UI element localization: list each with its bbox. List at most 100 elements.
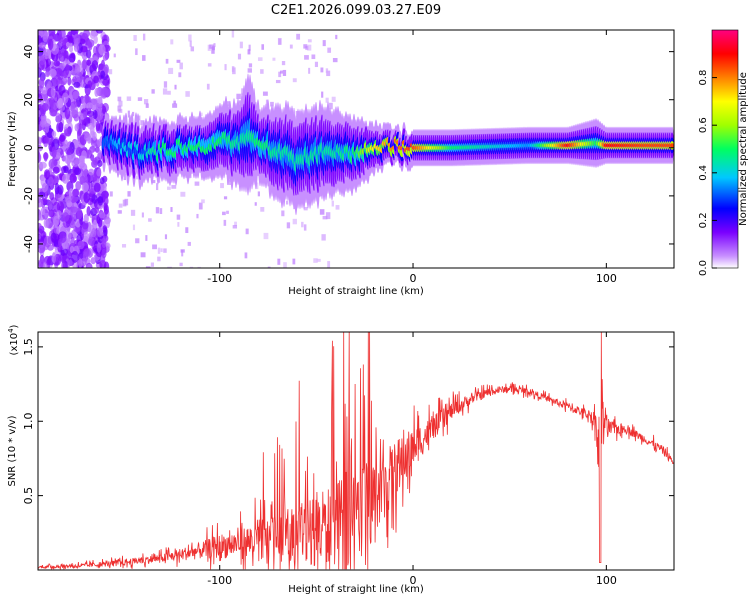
spectrogram-noise-speck xyxy=(88,41,93,51)
spectrogram-noise-speck xyxy=(321,234,326,241)
spectrogram-noise-speck xyxy=(319,209,325,215)
spectrogram-noise-speck xyxy=(117,210,122,214)
spectrogram-noise-speck xyxy=(130,209,136,216)
spectrogram-noise-speck xyxy=(189,266,194,268)
spectrogram-noise-speck xyxy=(99,177,105,185)
spectrogram-noise-speck xyxy=(124,198,129,206)
spectrogram-noise-speck xyxy=(57,98,64,109)
spectrogram-noise-speck xyxy=(303,44,308,49)
spectrogram-noise-speck xyxy=(254,202,257,206)
spectrogram-noise-speck xyxy=(320,67,324,73)
spectrogram-noise-speck xyxy=(58,238,63,247)
spectrogram-frame xyxy=(37,29,675,269)
spectrogram-noise-speck xyxy=(56,69,64,81)
spectrogram-noise-speck xyxy=(101,237,107,249)
spectrogram-noise-speck xyxy=(109,191,113,197)
spectrogram-noise-speck xyxy=(41,182,49,193)
spectrogram-noise-speck xyxy=(43,136,49,144)
spectrogram-noise-speck xyxy=(223,219,227,226)
spectrogram-noise-speck xyxy=(91,60,99,70)
spectrogram-noise-speck xyxy=(127,191,131,197)
spectrogram-noise-speck xyxy=(163,248,167,253)
spectrogram-noise-speck xyxy=(97,159,103,168)
spectrogram-noise-speck xyxy=(135,175,140,180)
spectrogram-noise-speck xyxy=(137,97,143,101)
spectrogram-noise-speck xyxy=(38,55,46,66)
spectrogram-noise-speck xyxy=(262,91,268,96)
snr-scale-base: (x10 xyxy=(9,333,20,356)
spectrogram-noise-speck xyxy=(155,207,160,214)
spectrogram-noise-speck xyxy=(101,190,109,199)
spectrogram-noise-speck xyxy=(48,200,53,211)
spectrogram-noise-speck xyxy=(59,134,66,142)
spectrogram-noise-speck xyxy=(98,63,104,71)
spectrogram-noise-speck xyxy=(140,252,146,258)
spectrogram-noise-speck xyxy=(40,207,46,216)
spectrogram-noise-speck xyxy=(207,63,212,67)
snr-y-label: SNR (10 * v/v) xyxy=(7,415,18,486)
spectrogram-noise-speck xyxy=(94,206,100,214)
snr-y-ticks: 0.5 1.0 1.5 xyxy=(22,338,674,504)
spectrogram-noise-speck xyxy=(64,196,72,203)
spectrogram-noise-speck xyxy=(95,120,101,132)
spectrogram-noise-speck xyxy=(211,47,215,54)
spectrogram-noise-speck xyxy=(213,43,216,48)
spectrogram-noise-speck xyxy=(180,191,186,197)
spectrogram-noise-speck xyxy=(43,48,52,56)
spectrogram-noise-speck xyxy=(126,96,132,101)
spectrogram-noise-speck xyxy=(65,147,74,156)
spectrogram-noise-speck xyxy=(190,46,195,52)
snr-x-ticks: -100 0 100 xyxy=(207,332,617,587)
snr-x-label: Height of straight line (km) xyxy=(288,584,424,595)
spectrogram-noise-speck xyxy=(73,167,81,175)
spectrogram-noise-speck xyxy=(51,130,57,138)
spectrogram-noise-speck xyxy=(71,160,79,167)
spectrogram-noise-speck xyxy=(140,120,145,126)
spectrogram-noise-speck xyxy=(142,33,146,41)
spectrogram-noise-speck xyxy=(275,79,281,84)
spectrogram-noise-speck xyxy=(292,218,297,225)
spectrogram-noise-speck xyxy=(174,84,177,90)
spectrogram-noise-speck xyxy=(138,115,141,121)
colorbar-ticks: 0.0 0.2 0.4 0.6 0.8 xyxy=(698,70,717,276)
spectrogram-noise-speck xyxy=(118,100,123,107)
spectrogram-noise-speck xyxy=(145,266,151,268)
spectrogram-noise-speck xyxy=(82,111,88,119)
spectrogram-noise-speck xyxy=(87,80,93,88)
spectrogram-noise-speck xyxy=(224,64,227,71)
spectrogram-noise-speck xyxy=(157,247,161,254)
spectrogram-noise-speck xyxy=(331,96,336,102)
spectrogram-noise-speck xyxy=(94,87,99,98)
spectrogram-noise-speck xyxy=(100,255,106,264)
spectrogram-noise-speck xyxy=(97,195,104,206)
spectrogram-noise-speck xyxy=(332,58,338,63)
spectrogram-noise-speck xyxy=(39,118,48,128)
spectrogram-noise-speck xyxy=(151,180,156,184)
spectrogram-noise-speck xyxy=(61,92,69,104)
spectrogram-noise-speck xyxy=(261,44,265,50)
spectrogram-noise-speck xyxy=(57,244,63,253)
spectrogram-panel: -100 0 100 -40 -20 0 20 40 Height of straight … xyxy=(7,29,675,297)
spectrogram-noise-speck xyxy=(50,232,57,243)
spectrogram-noise-speck xyxy=(83,248,91,257)
spectrogram-noise-speck xyxy=(170,207,173,212)
spectrogram-y-ticks: -40 -20 0 20 40 xyxy=(22,45,674,253)
spectrogram-noise-speck xyxy=(281,210,285,217)
spectrogram-noise-speck xyxy=(58,121,64,133)
spectrogram-noise-speck xyxy=(189,40,192,47)
spectrogram-noise-speck xyxy=(48,69,57,77)
spectrogram-noise-speck xyxy=(325,212,331,220)
spectrogram-noise-speck xyxy=(69,245,75,254)
spectrogram-noise-speck xyxy=(48,210,54,218)
spectrogram-noise-speck xyxy=(135,48,138,56)
spectrogram-noise-speck xyxy=(257,191,260,197)
spectrogram-noise-speck xyxy=(86,59,92,66)
spectrogram-noise-speck xyxy=(42,30,49,43)
spectrogram-noise-speck xyxy=(151,89,155,94)
spectrogram-noise-speck xyxy=(265,99,269,106)
spectrogram-noise-speck xyxy=(52,215,60,227)
spectrogram-noise-speck xyxy=(43,218,49,228)
spectrogram-noise-speck xyxy=(185,227,189,234)
spectrogram-noise-speck xyxy=(102,78,110,86)
